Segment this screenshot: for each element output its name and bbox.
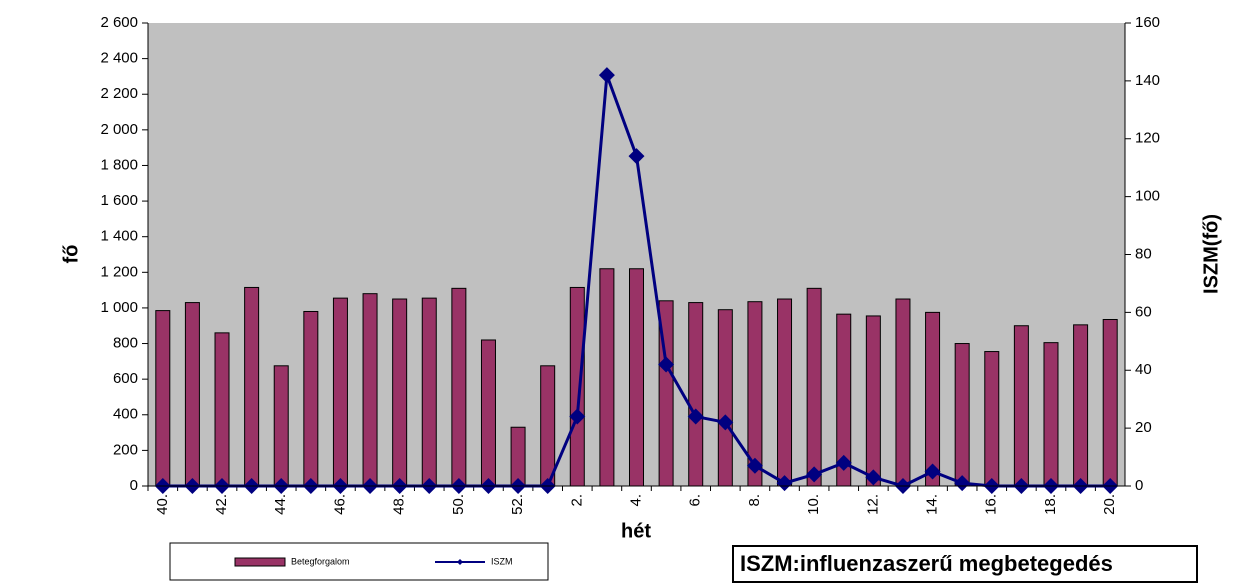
- marker: [687, 408, 704, 425]
- x-tick-label: 40.: [154, 494, 171, 515]
- x-tick-label: 48.: [391, 494, 408, 515]
- y2-tick-label: 40: [1135, 361, 1152, 378]
- marker: [954, 475, 971, 492]
- marker: [776, 475, 793, 492]
- bar: [244, 286, 260, 487]
- x-tick-label: 14.: [924, 494, 941, 515]
- bar: [688, 302, 704, 487]
- legend-marker: [457, 559, 463, 565]
- x-tick-label: 12.: [864, 494, 881, 515]
- y-tick-label: 2 600: [100, 14, 138, 31]
- bar: [717, 309, 733, 487]
- y2-tick-label: 120: [1135, 130, 1160, 147]
- x-tick-label: 6.: [687, 494, 704, 507]
- note: ISZM:influenzaszerű megbetegedés: [740, 551, 1113, 576]
- marker: [835, 454, 852, 471]
- marker: [569, 408, 586, 425]
- x-axis-title: hét: [621, 520, 651, 542]
- y2-tick-label: 100: [1135, 188, 1160, 205]
- bar: [1043, 342, 1059, 487]
- x-tick-label: 2.: [568, 494, 585, 507]
- x-tick-label: 16.: [983, 494, 1000, 515]
- y-tick-label: 200: [113, 441, 138, 458]
- marker: [924, 463, 941, 480]
- y-tick-label: 1 600: [100, 192, 138, 209]
- y-tick-label: 2 000: [100, 121, 138, 138]
- y-tick-label: 0: [130, 477, 138, 494]
- x-tick-label: 42.: [213, 494, 230, 515]
- y2-axis-title: ISZM(fő): [1200, 214, 1222, 294]
- y-axis-title: fő: [60, 245, 82, 264]
- bar: [540, 365, 556, 487]
- y-tick-label: 600: [113, 370, 138, 387]
- bar: [362, 293, 378, 487]
- bar: [155, 310, 171, 487]
- y2-tick-label: 0: [1135, 477, 1143, 494]
- y-tick-label: 2 400: [100, 50, 138, 67]
- y2-tick-label: 60: [1135, 303, 1152, 320]
- y2-tick-label: 20: [1135, 419, 1152, 436]
- x-tick-label: 18.: [1042, 494, 1059, 515]
- legend-label: Betegforgalom: [291, 556, 350, 566]
- y-tick-label: 800: [113, 335, 138, 352]
- y-tick-label: 400: [113, 406, 138, 423]
- y-tick-label: 1 400: [100, 228, 138, 245]
- bar: [569, 286, 585, 487]
- y-tick-label: 1 200: [100, 263, 138, 280]
- x-tick-label: 8.: [746, 494, 763, 507]
- x-tick-label: 50.: [450, 494, 467, 515]
- marker: [806, 466, 823, 483]
- bar: [273, 365, 289, 487]
- bar: [865, 315, 881, 487]
- bar: [984, 351, 1000, 487]
- bar: [303, 310, 319, 487]
- x-tick-label: 52.: [509, 494, 526, 515]
- x-tick-label: 4.: [627, 494, 644, 507]
- marker: [598, 67, 615, 84]
- note-box: [732, 545, 1198, 583]
- legend-swatch: [234, 557, 286, 567]
- bar: [392, 298, 408, 487]
- bar: [777, 298, 793, 487]
- bar: [599, 268, 615, 487]
- bar: [895, 298, 911, 487]
- marker: [658, 356, 675, 373]
- legend-label: ISZM: [491, 556, 513, 566]
- x-tick-label: 10.: [805, 494, 822, 515]
- x-tick-label: 20.: [1101, 494, 1118, 515]
- y2-tick-label: 80: [1135, 245, 1152, 262]
- bar: [510, 426, 526, 487]
- bar: [184, 302, 200, 487]
- x-tick-label: 44.: [272, 494, 289, 515]
- x-tick-label: 46.: [331, 494, 348, 515]
- y2-tick-label: 140: [1135, 72, 1160, 89]
- bar: [1102, 318, 1118, 487]
- y-tick-label: 1 800: [100, 156, 138, 173]
- bar: [332, 297, 348, 487]
- marker: [865, 469, 882, 486]
- y2-tick-label: 160: [1135, 14, 1160, 31]
- bar: [451, 287, 467, 487]
- y-tick-label: 2 200: [100, 85, 138, 102]
- bar: [629, 268, 644, 487]
- bar: [806, 287, 822, 487]
- marker: [628, 148, 645, 165]
- bar: [1073, 324, 1089, 487]
- bar: [954, 343, 970, 487]
- y-tick-label: 1 000: [100, 299, 138, 316]
- marker: [717, 414, 734, 431]
- bar: [925, 311, 941, 487]
- bar: [1013, 325, 1029, 487]
- bar: [480, 339, 496, 487]
- bar: [214, 332, 230, 487]
- bar: [421, 297, 437, 487]
- marker: [746, 457, 763, 474]
